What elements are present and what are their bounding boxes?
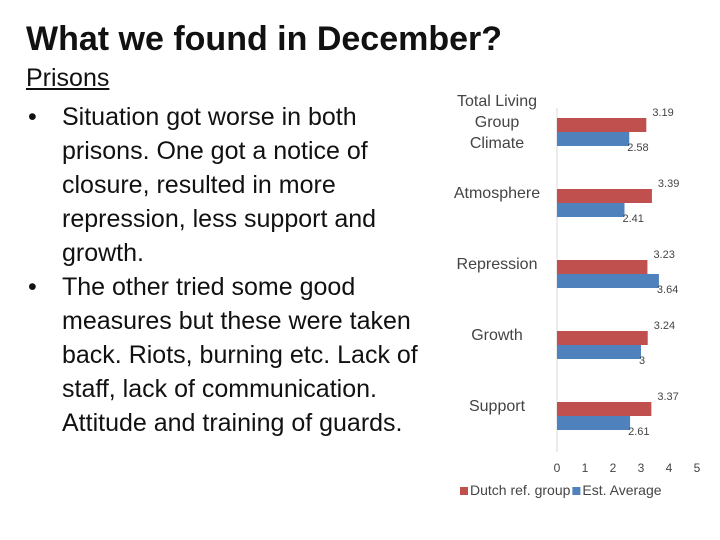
data-label: 3 [639,355,645,367]
bar-est-average [557,416,631,430]
legend-swatch [460,487,468,495]
category-label: Repression [457,256,538,273]
data-label: 2.58 [627,142,648,154]
legend-swatch [572,487,581,495]
x-tick-label: 2 [610,461,617,475]
x-tick-label: 3 [638,461,645,475]
x-tick-label: 0 [554,461,561,475]
bullet-text: Situation got worse in both prisons. One… [62,103,377,267]
data-label: 3.23 [653,249,674,261]
bar-est-average [557,203,625,217]
data-label: 3.37 [657,391,678,403]
section-heading: Prisons [26,64,110,92]
x-tick-label: 4 [666,461,673,475]
bar-dutch-ref-group [557,189,652,203]
bullet-text: The other tried some good measures but t… [62,273,418,437]
bullet-item: • Situation got worse in both prisons. On… [26,100,446,270]
bar-est-average [557,132,630,146]
bar-dutch-ref-group [557,260,648,274]
x-tick-label: 1 [582,461,589,475]
bar-dutch-ref-group [557,118,647,132]
data-label: 3.64 [657,284,678,296]
legend-label: Dutch ref. group [470,482,571,498]
category-label: Growth [471,327,523,344]
data-label: 3.24 [654,320,675,332]
bullet-marker: • [28,103,37,131]
data-label: 3.39 [658,178,679,190]
legend-label: Est. Average [582,482,661,498]
data-label: 2.41 [622,213,643,225]
bar-est-average [557,345,641,359]
bullet-list: • Situation got worse in both prisons. On… [26,100,446,440]
bar-dutch-ref-group [557,402,652,416]
bullet-item: • The other tried some good measures but … [26,270,446,440]
category-label: Total Living Group Climate [457,93,537,152]
data-label: 2.61 [628,426,649,438]
bullet-marker: • [28,273,37,301]
category-label: Atmosphere [454,185,540,202]
x-tick-label: 5 [694,461,701,475]
slide-title: What we found in December? [26,20,503,58]
data-label: 3.19 [652,107,673,119]
bar-est-average [557,274,659,288]
bar-dutch-ref-group [557,331,648,345]
category-label: Support [469,398,526,415]
